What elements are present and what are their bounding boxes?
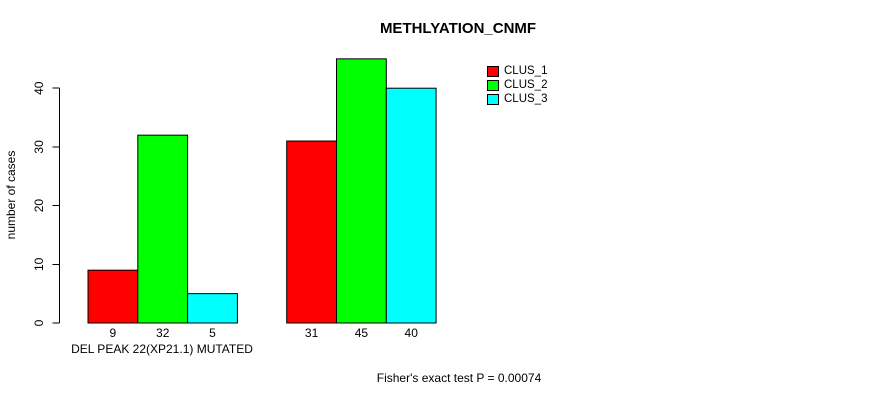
- legend-label-clus-3: CLUS_3: [504, 93, 548, 105]
- legend: CLUS_1 CLUS_2 CLUS_3: [487, 64, 547, 106]
- bar-value-label: 32: [156, 326, 170, 340]
- bar-clus_1-group1: [87, 269, 139, 324]
- legend-item-clus-3: CLUS_3: [487, 92, 547, 106]
- legend-item-clus-2: CLUS_2: [487, 78, 547, 92]
- bar-value-label: 45: [355, 326, 369, 340]
- bar-clus_2-group1: [137, 134, 189, 324]
- y-tick-label: 20: [32, 199, 46, 213]
- y-tick-label: 40: [32, 81, 46, 95]
- bar-value-label: 5: [209, 326, 216, 340]
- annotation-text: Fisher's exact test P = 0.00074: [376, 371, 542, 385]
- bar-value-label: 9: [110, 326, 117, 340]
- y-tick-label: 10: [32, 257, 46, 271]
- bar-clus_1-group2: [286, 140, 338, 324]
- legend-swatch-clus-1: [487, 65, 499, 77]
- legend-label-clus-1: CLUS_1: [504, 65, 548, 77]
- bar-clus_3-group1: [187, 293, 238, 324]
- legend-label-clus-2: CLUS_2: [504, 79, 548, 91]
- legend-swatch-clus-2: [487, 79, 499, 91]
- bar-value-label: 31: [305, 326, 319, 340]
- y-tick-label: 30: [32, 140, 46, 154]
- x-group-label: DEL PEAK 22(XP21.1) MUTATED: [71, 342, 253, 356]
- bar-value-label: 40: [405, 326, 419, 340]
- bar-clus_2-group2: [336, 58, 387, 324]
- chart-title: METHLYATION_CNMF: [379, 20, 537, 37]
- bar-clus_3-group2: [385, 87, 437, 324]
- legend-swatch-clus-3: [487, 93, 499, 105]
- legend-item-clus-1: CLUS_1: [487, 64, 547, 78]
- y-tick-label: 0: [32, 319, 46, 326]
